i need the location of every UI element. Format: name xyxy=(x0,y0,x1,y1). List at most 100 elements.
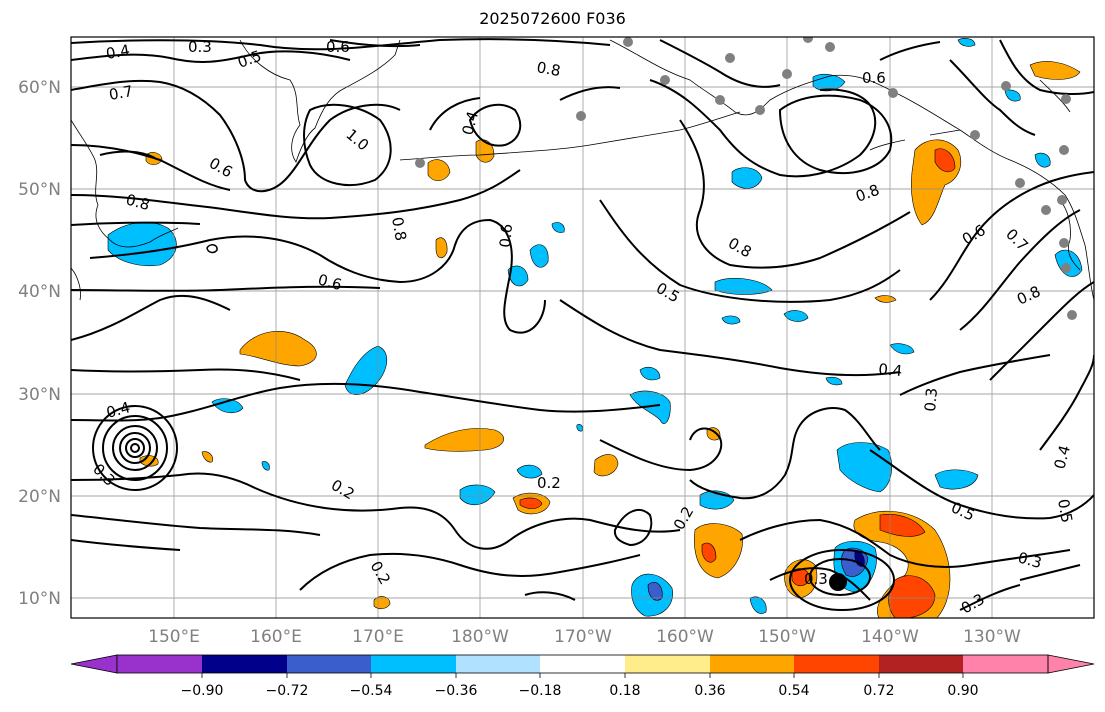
lat-label: 50°N xyxy=(18,180,61,200)
negative-anomaly-patch xyxy=(211,398,244,414)
negative-anomaly-patch xyxy=(825,376,843,386)
negative-anomaly-patch xyxy=(1034,152,1051,168)
colorbar-bin xyxy=(202,655,287,673)
negative-anomaly-patch xyxy=(529,244,549,268)
contour-label: 0.4 xyxy=(878,360,903,380)
contour-label: 0.8 xyxy=(535,58,562,80)
colorbar-arrow-low xyxy=(70,654,118,674)
lon-label: 150°E xyxy=(148,627,200,647)
lon-label: 130°W xyxy=(963,627,1021,647)
colorbar-tick-label: 0.18 xyxy=(609,683,640,699)
longitude-labels: 150°E 160°E 170°E 180°W 170°W 160°W 150°… xyxy=(148,627,1021,647)
lon-label: 160°W xyxy=(656,627,714,647)
negative-anomaly-patch xyxy=(889,343,915,355)
lat-label: 60°N xyxy=(18,78,61,98)
colorbar-bin xyxy=(879,655,963,673)
positive-anomaly-patch xyxy=(435,237,448,259)
colorbar-bin xyxy=(117,655,202,673)
colorbar-tick-label: 0.90 xyxy=(947,683,978,699)
positive-anomaly-patch xyxy=(239,331,317,367)
colorbar-tick-label: 0.54 xyxy=(778,683,809,699)
colorbar-bin xyxy=(371,655,456,673)
positive-anomaly-patch xyxy=(427,159,451,181)
contour-label: 0.6 xyxy=(326,38,350,56)
contour-label: 0.3 xyxy=(804,570,828,588)
positive-anomaly-patch xyxy=(934,148,956,173)
negative-anomaly-patch xyxy=(639,366,661,381)
storm-center-marker xyxy=(829,573,847,591)
colorbar-bin xyxy=(794,655,879,673)
positive-anomaly-patch xyxy=(424,428,504,452)
negative-anomaly-patch xyxy=(576,424,583,432)
lat-label: 40°N xyxy=(18,282,61,302)
negative-anomaly-patch xyxy=(721,315,741,325)
colorbar-tick-label: −0.90 xyxy=(181,683,224,699)
negative-anomaly-patch xyxy=(783,310,809,322)
positive-anomaly-patch xyxy=(701,542,717,563)
positive-anomaly-patch xyxy=(201,451,213,463)
lon-label: 170°W xyxy=(554,627,612,647)
negative-anomaly-patch xyxy=(1004,89,1021,102)
lat-label: 30°N xyxy=(18,385,61,405)
lon-label: 170°E xyxy=(352,627,404,647)
negative-anomaly-patch xyxy=(714,277,773,295)
contour-label: 0.3 xyxy=(921,387,941,412)
negative-anomaly-patch xyxy=(261,461,270,471)
colorbar-arrow-high xyxy=(1047,654,1095,674)
negative-anomaly-patch xyxy=(629,390,671,424)
shaded-anomalies xyxy=(107,38,1083,618)
contour-label: 0.3 xyxy=(1016,548,1044,572)
colorbar-tick-label: −0.36 xyxy=(435,683,478,699)
contour-label: 0.5 xyxy=(1054,498,1076,525)
negative-anomaly-patch xyxy=(957,38,976,47)
lon-label: 180°W xyxy=(451,627,509,647)
negative-anomaly-patch xyxy=(551,222,565,233)
negative-anomaly-patch xyxy=(344,345,387,396)
negative-anomaly-patch xyxy=(934,469,979,490)
lon-label: 150°W xyxy=(758,627,816,647)
positive-anomaly-patch xyxy=(1029,61,1081,80)
contour-label: 0.4 xyxy=(104,398,132,422)
contour-label: 0.3 xyxy=(188,38,212,56)
positive-anomaly-patch xyxy=(879,514,926,537)
coastlines xyxy=(71,39,1094,301)
map-frame xyxy=(70,36,1095,619)
contour-label: 0.8 xyxy=(388,216,410,243)
contour-label: 0.6 xyxy=(316,270,344,294)
station-markers xyxy=(415,37,1077,320)
contour-label: 0.6 xyxy=(862,69,886,87)
contour-label: 0.8 xyxy=(124,190,152,214)
lon-label: 160°E xyxy=(250,627,302,647)
colorbar-tick-label: 0.36 xyxy=(694,683,725,699)
contour-label: 0.4 xyxy=(1050,443,1074,471)
negative-anomaly-patch xyxy=(516,464,543,479)
colorbar-tick-label: −0.72 xyxy=(266,683,309,699)
negative-anomaly-patch xyxy=(749,596,767,614)
positive-anomaly-patch xyxy=(519,497,543,509)
contour-label: 0.6 xyxy=(496,223,516,248)
colorbar-bin xyxy=(540,655,625,673)
lat-label: 20°N xyxy=(18,487,61,507)
colorbar-bin xyxy=(456,655,540,673)
colorbar-bin xyxy=(963,655,1048,673)
contour-label: 0.4 xyxy=(458,109,482,137)
negative-anomaly-patch xyxy=(507,265,529,287)
lon-label: 140°W xyxy=(861,627,919,647)
colorbar: −0.90 −0.72 −0.54 −0.36 −0.18 0.18 0.36 … xyxy=(70,654,1095,699)
map-title: 2025072600 F036 xyxy=(479,9,626,28)
positive-anomaly-patch xyxy=(874,295,897,303)
colorbar-bin xyxy=(710,655,794,673)
contour-lines xyxy=(71,38,1094,611)
positive-anomaly-patch xyxy=(694,523,743,579)
contour-label: 0.7 xyxy=(108,82,135,104)
colorbar-bin xyxy=(625,655,710,673)
contour-label: 0.4 xyxy=(105,41,132,63)
positive-anomaly-patch xyxy=(593,454,619,477)
latitude-labels: 60°N 50°N 40°N 30°N 20°N 10°N xyxy=(18,78,61,609)
colorbar-tick-label: −0.54 xyxy=(350,683,393,699)
colorbar-bin xyxy=(287,655,371,673)
negative-anomaly-patch xyxy=(459,484,496,506)
lat-label: 10°N xyxy=(18,589,61,609)
negative-anomaly-patch xyxy=(731,167,763,189)
